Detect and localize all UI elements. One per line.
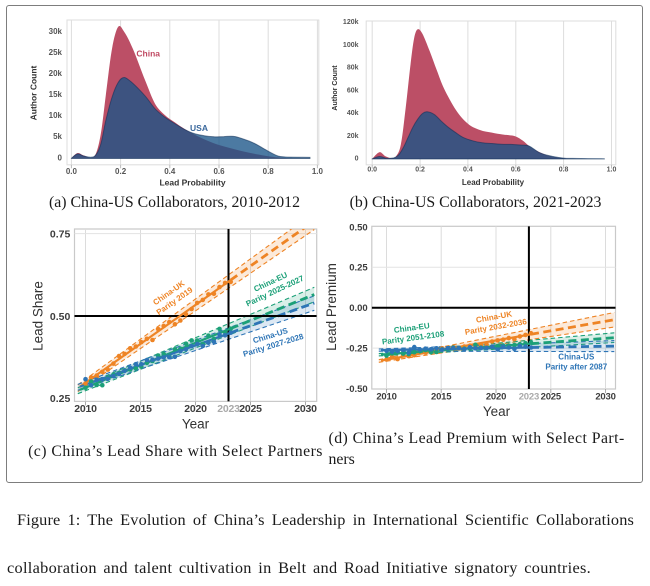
svg-text:0.6: 0.6 bbox=[213, 167, 225, 176]
svg-text:20k: 20k bbox=[49, 69, 63, 78]
svg-text:2010: 2010 bbox=[74, 403, 97, 415]
svg-text:Year: Year bbox=[483, 404, 511, 419]
svg-text:0.50: 0.50 bbox=[349, 222, 368, 233]
svg-text:USA: USA bbox=[190, 123, 208, 133]
svg-text:0.4: 0.4 bbox=[463, 166, 473, 173]
svg-text:0.75: 0.75 bbox=[50, 228, 71, 240]
svg-text:1.0: 1.0 bbox=[312, 167, 324, 176]
svg-text:60k: 60k bbox=[347, 87, 359, 94]
svg-text:Lead Share: Lead Share bbox=[31, 281, 46, 351]
svg-text:2015: 2015 bbox=[431, 392, 452, 403]
svg-text:30k: 30k bbox=[49, 27, 63, 36]
svg-text:120k: 120k bbox=[343, 19, 359, 26]
svg-text:Lead Probability: Lead Probability bbox=[462, 178, 525, 187]
svg-text:0.8: 0.8 bbox=[559, 166, 569, 173]
svg-text:Author Count: Author Count bbox=[332, 65, 339, 111]
svg-text:2030: 2030 bbox=[595, 392, 615, 403]
svg-text:1.0: 1.0 bbox=[607, 166, 617, 173]
svg-text:0.25: 0.25 bbox=[50, 393, 71, 405]
svg-text:2010: 2010 bbox=[376, 392, 396, 403]
svg-text:2025: 2025 bbox=[239, 403, 262, 415]
svg-text:5k: 5k bbox=[53, 132, 62, 141]
svg-text:25k: 25k bbox=[49, 48, 63, 57]
svg-text:China-US: China-US bbox=[558, 353, 595, 362]
svg-text:0.25: 0.25 bbox=[349, 263, 368, 274]
svg-text:0: 0 bbox=[355, 156, 359, 163]
svg-text:40k: 40k bbox=[347, 110, 359, 117]
svg-text:10k: 10k bbox=[49, 111, 63, 120]
svg-text:Lead Probability: Lead Probability bbox=[159, 178, 225, 188]
svg-text:0.8: 0.8 bbox=[263, 167, 275, 176]
svg-text:2030: 2030 bbox=[294, 403, 317, 415]
svg-text:-0.50: -0.50 bbox=[346, 384, 368, 395]
svg-text:2023: 2023 bbox=[217, 403, 240, 415]
svg-text:Parity after 2087: Parity after 2087 bbox=[545, 363, 607, 372]
svg-text:0.0: 0.0 bbox=[367, 166, 377, 173]
svg-text:China: China bbox=[136, 49, 160, 59]
svg-text:0.4: 0.4 bbox=[164, 167, 176, 176]
svg-text:0: 0 bbox=[58, 153, 63, 162]
svg-text:Author Count: Author Count bbox=[29, 65, 39, 120]
svg-text:2025: 2025 bbox=[541, 392, 562, 403]
svg-text:20k: 20k bbox=[347, 133, 359, 140]
svg-text:-0.25: -0.25 bbox=[346, 343, 368, 354]
svg-text:80k: 80k bbox=[347, 65, 359, 72]
svg-text:2023: 2023 bbox=[519, 392, 539, 403]
svg-text:0.2: 0.2 bbox=[115, 167, 127, 176]
svg-text:Year: Year bbox=[182, 417, 210, 432]
svg-text:100k: 100k bbox=[343, 42, 359, 49]
svg-text:0.50: 0.50 bbox=[50, 311, 71, 323]
svg-text:0.6: 0.6 bbox=[511, 166, 521, 173]
svg-text:Lead Premium: Lead Premium bbox=[324, 263, 339, 351]
svg-text:15k: 15k bbox=[49, 90, 63, 99]
svg-text:2015: 2015 bbox=[129, 403, 152, 415]
svg-text:2020: 2020 bbox=[486, 392, 506, 403]
svg-text:0.00: 0.00 bbox=[349, 303, 368, 314]
svg-text:0.2: 0.2 bbox=[415, 166, 425, 173]
svg-text:2020: 2020 bbox=[184, 403, 207, 415]
svg-text:0.0: 0.0 bbox=[66, 167, 78, 176]
